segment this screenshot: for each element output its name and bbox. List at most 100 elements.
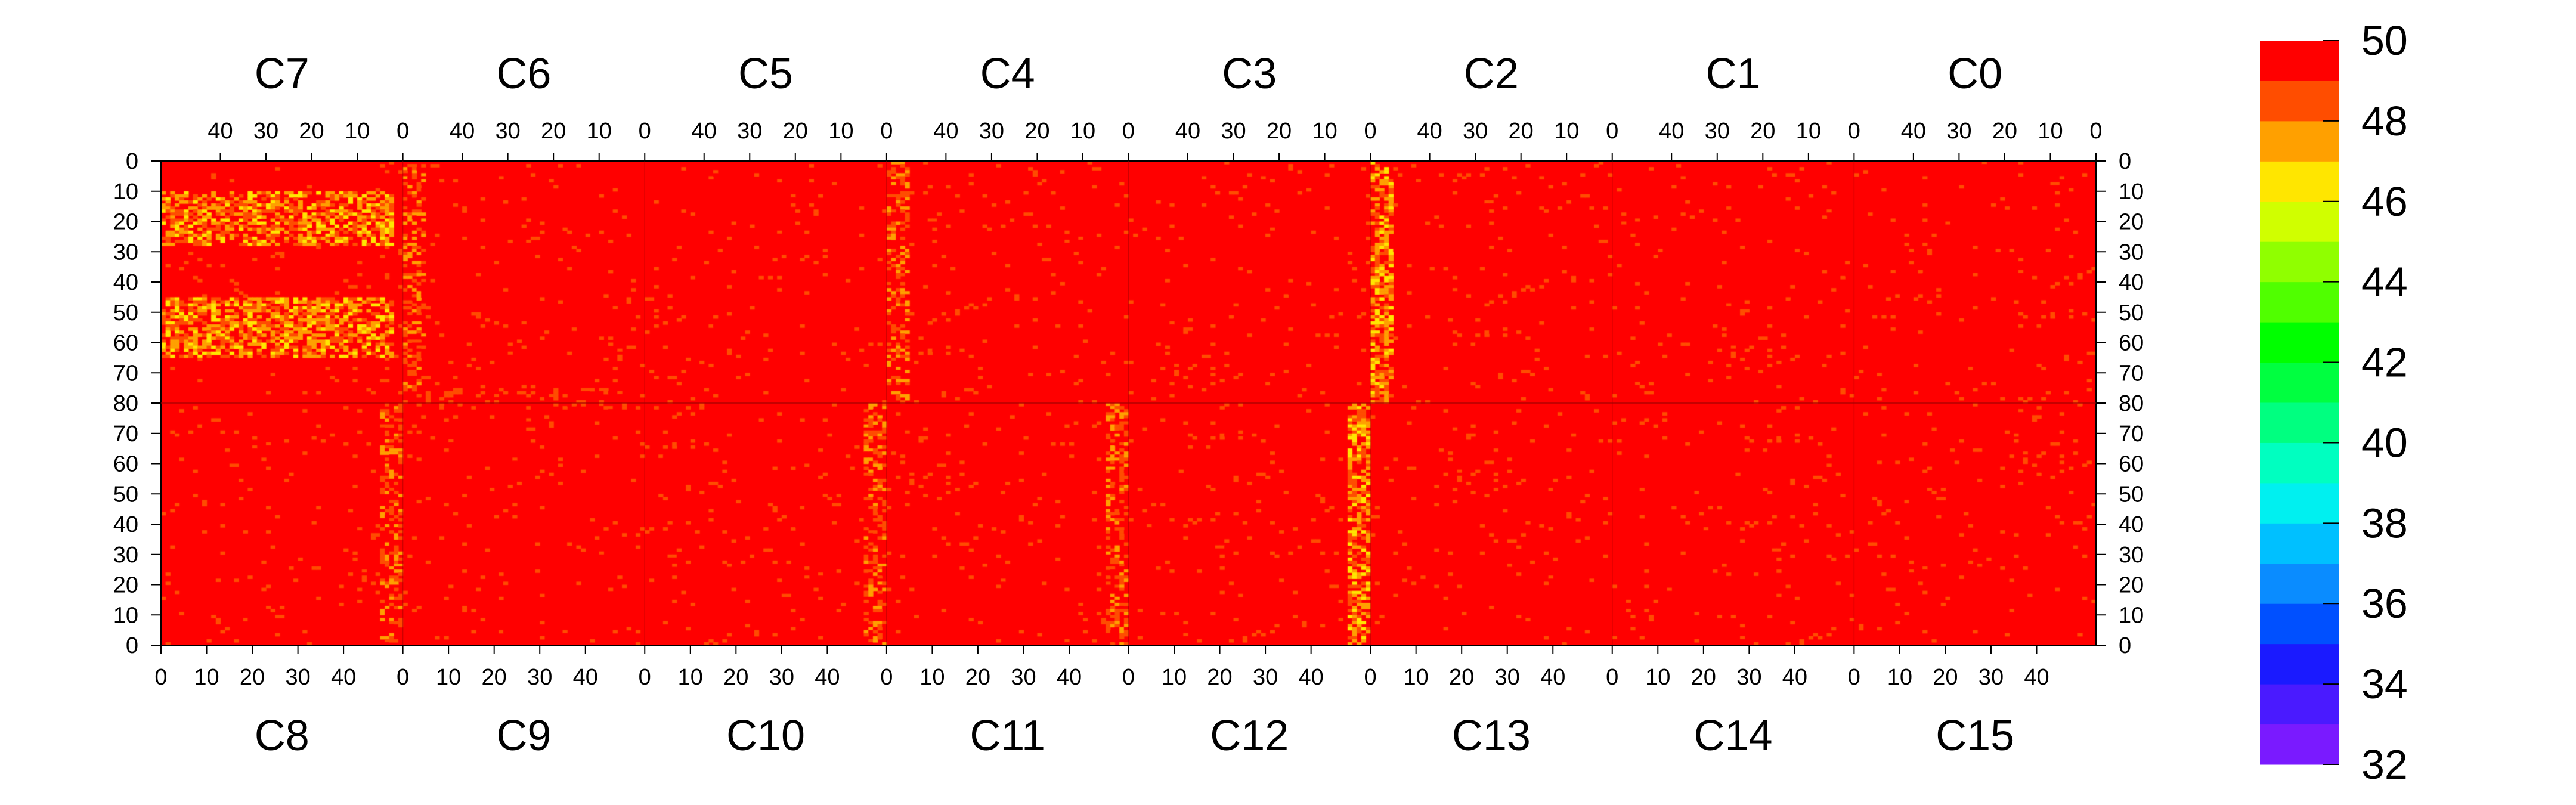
- top-x-tick-label: 10: [828, 119, 853, 144]
- colorbar-tick-label: 34: [2361, 661, 2408, 707]
- chip-label-top: C7: [255, 50, 309, 98]
- colorbar-band: [2260, 80, 2339, 122]
- left-y-tick-label: 60: [113, 452, 138, 477]
- colorbar-band: [2260, 523, 2339, 564]
- bottom-x-tick-label: 10: [436, 665, 461, 690]
- colorbar-band: [2260, 442, 2339, 484]
- top-x-tick-label: 20: [1750, 119, 1775, 144]
- top-x-tick-label: 20: [783, 119, 808, 144]
- left-y-tick-label: 30: [113, 543, 138, 568]
- chip-label-top: C0: [1948, 50, 2002, 98]
- top-x-tick-label: 20: [541, 119, 566, 144]
- top-x-tick-label: 30: [1463, 119, 1488, 144]
- top-x-tick-label: 10: [345, 119, 370, 144]
- bottom-x-tick-label: 0: [1606, 665, 1618, 690]
- top-x-tick-label: 0: [1364, 119, 1377, 144]
- right-y-tick-label: 20: [2119, 573, 2144, 598]
- bottom-x-tick-label: 30: [1979, 665, 2004, 690]
- colorbar-tick-label: 48: [2361, 98, 2408, 144]
- chip-label-top: C4: [980, 50, 1035, 98]
- top-x-tick-label: 20: [1267, 119, 1292, 144]
- top-x-tick-label: 20: [1509, 119, 1534, 144]
- left-y-tick-label: 0: [126, 633, 138, 658]
- right-y-tick-label: 0: [2119, 633, 2131, 658]
- right-y-tick-label: 70: [2119, 361, 2144, 386]
- colorbar-band: [2260, 643, 2339, 685]
- top-x-tick-label: 30: [737, 119, 762, 144]
- top-x-tick-label: 40: [450, 119, 475, 144]
- colorbar-band: [2260, 362, 2339, 403]
- chip-label-bottom: C14: [1694, 712, 1773, 760]
- right-y-tick-label: 80: [2119, 391, 2144, 416]
- top-x-tick-label: 30: [1221, 119, 1246, 144]
- top-x-tick-label: 20: [1992, 119, 2017, 144]
- top-x-tick-label: 0: [397, 119, 409, 144]
- colorbar-tick-label: 40: [2361, 419, 2408, 466]
- top-x-tick-label: 30: [1705, 119, 1730, 144]
- chip-label-top: C1: [1706, 50, 1761, 98]
- bottom-x-tick-label: 30: [1011, 665, 1036, 690]
- chip-label-top: C5: [738, 50, 793, 98]
- left-y-tick-label: 50: [113, 482, 138, 507]
- bottom-x-tick-label: 10: [1404, 665, 1429, 690]
- colorbar-band: [2260, 242, 2339, 283]
- bottom-x-tick-label: 20: [1933, 665, 1958, 690]
- left-y-tick-label: 70: [113, 422, 138, 447]
- top-x-tick-label: 40: [1901, 119, 1926, 144]
- bottom-x-tick-label: 30: [1495, 665, 1520, 690]
- right-y-tick-label: 70: [2119, 422, 2144, 447]
- bottom-x-tick-label: 0: [154, 665, 167, 690]
- top-x-tick-label: 10: [2038, 119, 2063, 144]
- top-x-tick-label: 0: [1122, 119, 1135, 144]
- top-x-tick-label: 10: [1312, 119, 1337, 144]
- top-x-tick-label: 0: [1606, 119, 1618, 144]
- colorbar-tick-label: 50: [2361, 17, 2408, 64]
- left-y-tick-label: 80: [113, 391, 138, 416]
- colorbar-band: [2260, 120, 2339, 162]
- bottom-x-tick-label: 40: [573, 665, 598, 690]
- top-x-tick-label: 40: [933, 119, 958, 144]
- top-x-tick-label: 0: [1848, 119, 1860, 144]
- left-y-tick-label: 50: [113, 301, 138, 326]
- right-y-tick-label: 50: [2119, 482, 2144, 507]
- bottom-x-tick-label: 40: [1298, 665, 1323, 690]
- left-y-tick-label: 40: [113, 270, 138, 295]
- bottom-x-tick-label: 10: [678, 665, 703, 690]
- bottom-x-tick-label: 20: [965, 665, 990, 690]
- bottom-x-tick-label: 30: [1736, 665, 1761, 690]
- colorbar-tick-label: 44: [2361, 259, 2408, 305]
- bottom-x-tick-label: 10: [1645, 665, 1670, 690]
- colorbar-band: [2260, 41, 2339, 81]
- bottom-x-tick-label: 10: [1162, 665, 1187, 690]
- bottom-x-tick-label: 40: [1782, 665, 1807, 690]
- top-x-tick-label: 40: [1175, 119, 1200, 144]
- colorbar: 50 48 46 44 42 40 38 36 34 32: [2260, 17, 2408, 788]
- colorbar-band: [2260, 482, 2339, 524]
- bottom-x-tick-label: 20: [482, 665, 507, 690]
- top-x-tick-label: 30: [1946, 119, 1971, 144]
- bottom-x-tick-label: 0: [1122, 665, 1135, 690]
- bottom-chip-labels: C8 C9 C10 C11 C12 C13 C14 C15: [255, 712, 2014, 760]
- chip-label-bottom: C8: [255, 712, 309, 760]
- bottom-x-tick-label: 30: [769, 665, 794, 690]
- bottom-x-tick-label: 10: [1887, 665, 1912, 690]
- top-x-tick-label: 40: [1659, 119, 1684, 144]
- chip-label-top: C2: [1464, 50, 1519, 98]
- chip-label-bottom: C12: [1210, 712, 1289, 760]
- top-x-tick-label: 30: [496, 119, 521, 144]
- colorbar-tick-label: 42: [2361, 339, 2408, 386]
- bottom-x-tick-label: 0: [397, 665, 409, 690]
- left-y-tick-label: 20: [113, 210, 138, 235]
- right-y-tick-label: 0: [2119, 149, 2131, 174]
- bottom-x-tick-label: 0: [1848, 665, 1860, 690]
- colorbar-band: [2260, 322, 2339, 363]
- bottom-x-tick-label: 10: [194, 665, 219, 690]
- top-x-tick-label: 0: [2089, 119, 2102, 144]
- top-x-tick-label: 20: [1024, 119, 1049, 144]
- colorbar-band: [2260, 563, 2339, 604]
- colorbar-band: [2260, 281, 2339, 323]
- right-y-tick-label: 30: [2119, 240, 2144, 265]
- chip-label-bottom: C11: [970, 712, 1045, 760]
- top-x-tick-label: 20: [299, 119, 324, 144]
- colorbar-band: [2260, 161, 2339, 202]
